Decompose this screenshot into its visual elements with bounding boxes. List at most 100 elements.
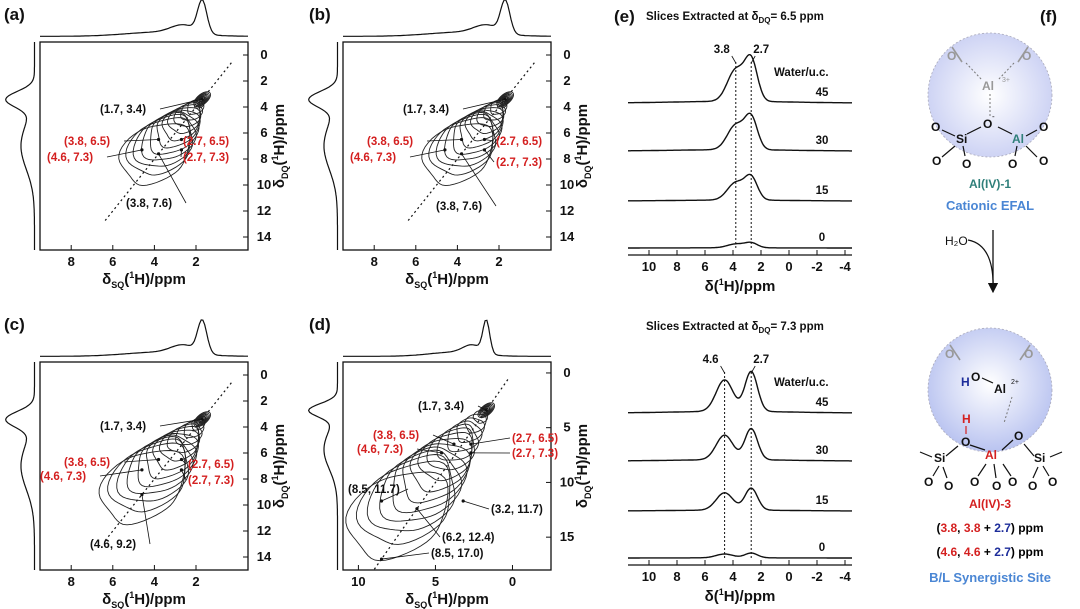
slice-panel-e-top: Slices Extracted at δDQ= 6.5 ppm Water/u.… (628, 11, 852, 295)
y-axis-label-d: δDQ(1H)/ppm (573, 424, 593, 508)
peak-leader (484, 139, 495, 142)
slice-x-tick-label: 10 (642, 569, 656, 584)
cationic-efal-structure: O O Al 3+ O - Si Al O O O O O O (931, 46, 1048, 171)
x-tick-label: 10 (351, 574, 365, 589)
x-tick-label: 4 (151, 254, 159, 269)
y-tick-label: 12 (257, 523, 271, 538)
peak-label: (3.8, 6.5) (367, 136, 413, 148)
slice-trace (628, 427, 852, 462)
dq-projection-d (307, 362, 339, 570)
core-contour (194, 92, 210, 107)
sq-projection-a (40, 0, 248, 37)
y-tick-label: 0 (260, 47, 267, 62)
peak-marker (179, 468, 184, 472)
peak-marker (503, 97, 507, 101)
svg-text:-: - (992, 112, 995, 121)
panel-label-c: (c) (4, 315, 25, 334)
core-contour (198, 415, 207, 423)
slice-x-axis-label: δ(1H)/ppm (705, 277, 776, 295)
peak-marker (415, 507, 419, 511)
core-contour (193, 411, 211, 428)
svg-text:O: O (932, 154, 941, 168)
peak-marker (156, 137, 161, 142)
contour-ring (456, 417, 486, 444)
slice-trace (628, 552, 852, 559)
peak-marker (379, 557, 384, 561)
y-tick-label: 8 (260, 151, 267, 166)
contour-ring (137, 434, 198, 488)
svg-text:2+: 2+ (1011, 379, 1019, 386)
slice-x-tick-label: 6 (701, 569, 708, 584)
peak-label: (2.7, 7.3) (496, 157, 542, 169)
peak-marker (140, 468, 144, 472)
svg-text:3+: 3+ (1002, 77, 1010, 84)
contour-ring (379, 449, 463, 522)
contour-ring (175, 421, 203, 446)
peak-label: (3.8, 6.5) (64, 136, 110, 148)
slice-trace (628, 173, 852, 202)
peak-marker (440, 451, 444, 455)
y-tick-label: 8 (260, 471, 267, 486)
core-contour (497, 92, 513, 107)
h2o-label: H₂O (945, 234, 968, 248)
peak-label: (1.7, 3.4) (403, 104, 449, 116)
x-axis-label-a: δSQ(1H)/ppm (102, 270, 186, 290)
contour-ring (428, 117, 494, 176)
y-tick-label: 10 (560, 177, 574, 192)
svg-text:O: O (1008, 475, 1017, 489)
x-tick-label: 4 (454, 254, 462, 269)
y-axis-label-c: δDQ(1H)/ppm (270, 424, 290, 508)
peak-label: (2.7, 6.5) (188, 459, 234, 471)
x-tick-label: 2 (495, 254, 502, 269)
x-tick-label: 6 (109, 254, 116, 269)
y-tick-label: 4 (260, 99, 268, 114)
panel-e: (e) Slices Extracted at δDQ= 6.5 ppm Water… (614, 7, 852, 605)
core-contour (482, 406, 491, 414)
peak-leader (123, 459, 159, 463)
core-contour (477, 402, 496, 419)
peak-pos-label: 2.7 (753, 44, 769, 56)
peak-leader (426, 139, 462, 142)
peak-leader (141, 494, 151, 545)
peak-marker (200, 97, 204, 101)
svg-text:O: O (962, 157, 971, 171)
svg-text:O: O (1048, 475, 1057, 489)
core-contour (195, 413, 209, 425)
slice-x-tick-label: -2 (811, 259, 823, 274)
peak-label: (1.7, 3.4) (100, 421, 146, 433)
peak-label: (2.7, 7.3) (512, 448, 558, 460)
y-tick-label: 6 (260, 125, 267, 140)
svg-text:O: O (1028, 479, 1037, 493)
peak-leader (381, 552, 430, 560)
contour-ring (98, 450, 186, 526)
y-tick-label: 14 (560, 229, 575, 244)
sq-projection-c (40, 319, 248, 357)
peak-marker (459, 137, 464, 142)
y-tick-label: 8 (563, 151, 570, 166)
core-contour (193, 91, 211, 108)
peak-marker (469, 442, 473, 446)
x-tick-label: 8 (68, 574, 75, 589)
svg-text:O: O (924, 475, 933, 489)
site3-name: Al(IV)-3 (969, 497, 1011, 511)
slice-x-tick-label: 10 (642, 259, 656, 274)
peak-label: (2.7, 6.5) (512, 433, 558, 445)
x-tick-label: 5 (432, 574, 439, 589)
peak-marker (461, 499, 465, 503)
peak-marker (179, 148, 184, 152)
y-tick-label: 4 (260, 419, 268, 434)
x-tick-label: 4 (151, 574, 159, 589)
panel-a: (a) 8 6 4 2 0 2 4 6 8 10 12 14 δSQ(1H)/ppm δDQ(1H)/ppm… (4, 0, 290, 290)
svg-text:H: H (962, 412, 971, 426)
slice-title: Slices Extracted at δDQ= 6.5 ppm (646, 11, 824, 25)
peak-marker (179, 457, 184, 462)
svg-text:O: O (1014, 429, 1023, 443)
peak-label: (3.8, 7.6) (436, 201, 482, 213)
core-contour (501, 95, 510, 103)
peak-label: (3.8, 7.6) (126, 198, 172, 210)
panel-label-a: (a) (4, 5, 25, 24)
contour-ring (464, 413, 487, 434)
panel-label-f: (f) (1040, 7, 1057, 26)
core-contour (481, 405, 492, 415)
